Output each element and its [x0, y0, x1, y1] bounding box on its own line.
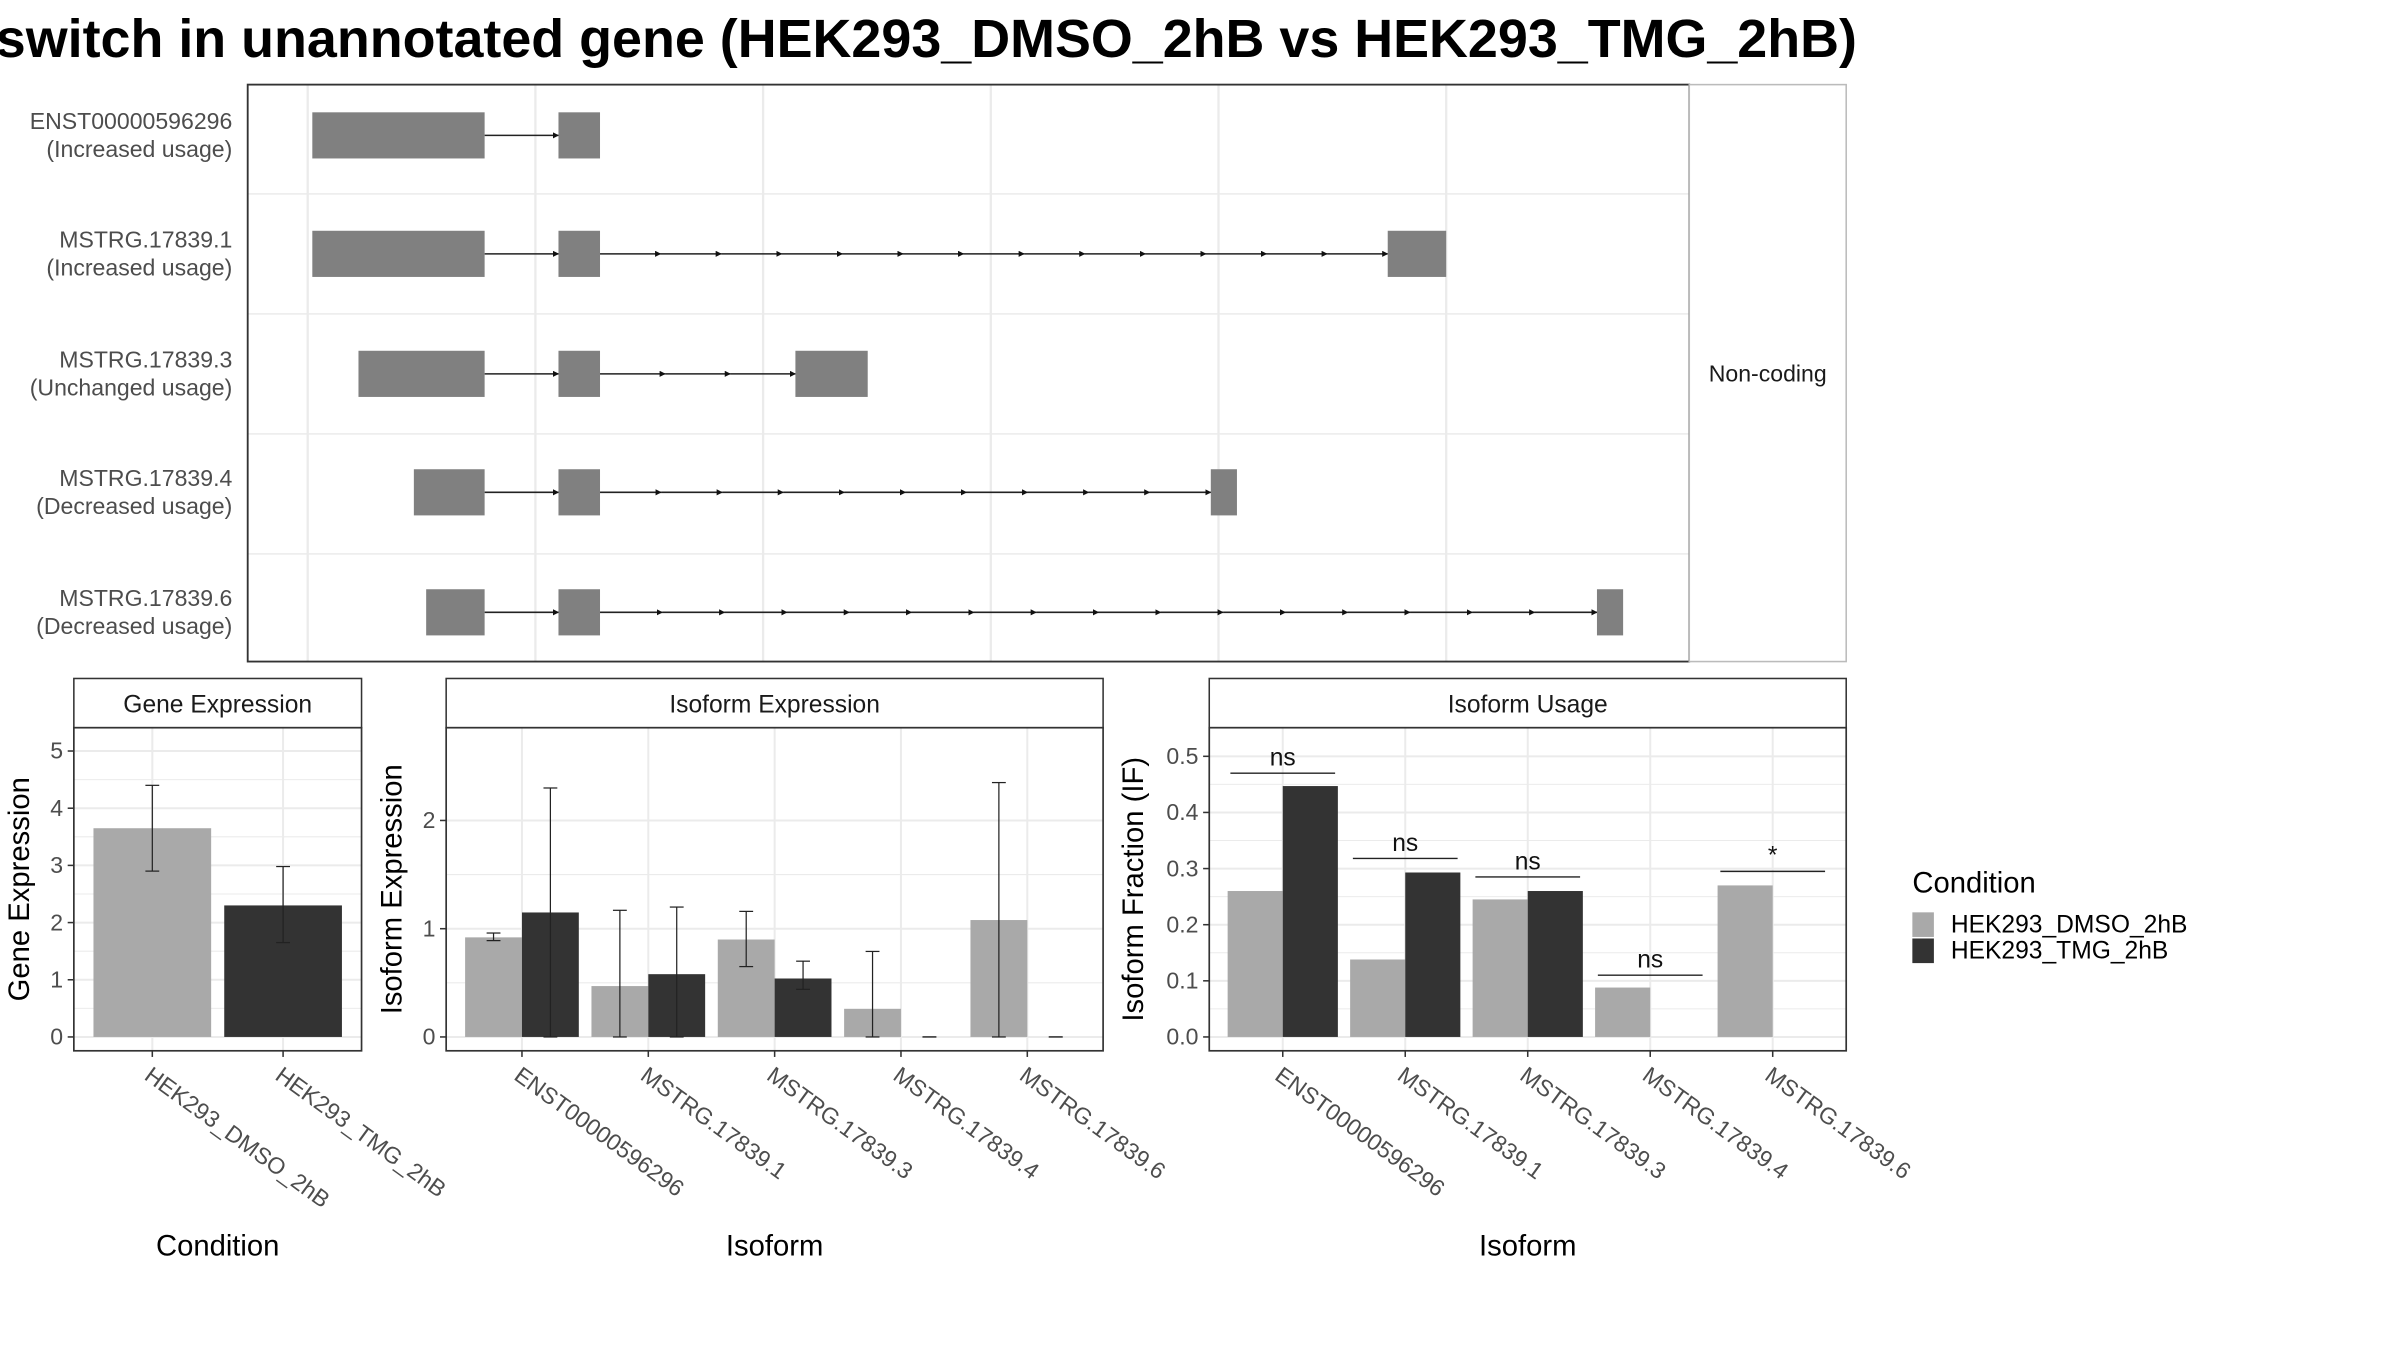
- y-axis-title: Isoform Fraction (IF): [1118, 757, 1150, 1022]
- exon: [558, 350, 601, 397]
- transcript-id-label: MSTRG.17839.6: [59, 585, 232, 611]
- legend-swatch: [1912, 938, 1934, 964]
- transcript-id-label: MSTRG.17839.1: [59, 227, 232, 253]
- significance-label: ns: [1270, 744, 1296, 771]
- exon: [413, 469, 485, 516]
- exon: [795, 350, 868, 397]
- significance-label: ns: [1515, 848, 1541, 875]
- transcript-usage-label: (Decreased usage): [36, 613, 232, 639]
- y-tick-label: 0.4: [1166, 799, 1198, 825]
- exon: [426, 589, 485, 636]
- x-axis-title: Isoform: [726, 1230, 823, 1262]
- facet-strip: [1688, 83, 1847, 663]
- bar: [1405, 872, 1461, 1037]
- x-axis-title: Condition: [156, 1230, 279, 1262]
- legend-title: Condition: [1912, 867, 2035, 899]
- significance-label: *: [1768, 843, 1778, 870]
- y-tick-label: 3: [50, 852, 63, 878]
- panel-strip: [73, 677, 363, 729]
- y-axis-title: Gene Expression: [4, 777, 36, 1001]
- y-tick-label: 2: [50, 909, 63, 935]
- panel-border: [1208, 726, 1848, 1052]
- y-tick-label: 0.5: [1166, 743, 1198, 769]
- y-tick-label: 1: [50, 966, 63, 992]
- y-tick-label: 0: [50, 1024, 63, 1050]
- y-tick-label: 2: [423, 807, 436, 833]
- transcript-usage-label: (Decreased usage): [36, 493, 232, 519]
- panel-title: Isoform Expression: [669, 691, 880, 718]
- exon: [312, 230, 485, 277]
- exon: [558, 230, 601, 277]
- panel-border: [73, 726, 363, 1052]
- legend-label: HEK293_TMG_2hB: [1951, 937, 2168, 964]
- exon: [1596, 589, 1624, 636]
- bar: [1472, 899, 1528, 1037]
- panel-title: Gene Expression: [123, 691, 312, 718]
- legend-label: HEK293_DMSO_2hB: [1951, 911, 2188, 938]
- panel-border: [445, 726, 1104, 1052]
- transcript-usage-label: (Increased usage): [46, 254, 232, 280]
- y-tick-label: 0.1: [1166, 968, 1198, 994]
- x-axis-title: Isoform: [1479, 1230, 1576, 1262]
- exon: [558, 112, 601, 159]
- exon: [1387, 230, 1447, 277]
- y-tick-label: 0: [423, 1024, 436, 1050]
- bar: [1350, 959, 1406, 1037]
- y-tick-label: 0.3: [1166, 855, 1198, 881]
- y-tick-label: 0.2: [1166, 911, 1198, 937]
- y-tick-label: 1: [423, 915, 436, 941]
- transcript-id-label: MSTRG.17839.3: [59, 347, 232, 373]
- y-tick-label: 4: [50, 795, 63, 821]
- bar: [1282, 786, 1338, 1037]
- bar: [1595, 987, 1651, 1037]
- figure-title: Isoform switch in unannotated gene (HEK2…: [0, 9, 1857, 80]
- transcript-usage-label: (Increased usage): [46, 136, 232, 162]
- exon: [358, 350, 485, 397]
- significance-label: ns: [1392, 830, 1418, 857]
- panel-strip: [1208, 677, 1847, 729]
- figure-title-text: Isoform switch in unannotated gene (HEK2…: [0, 9, 1857, 70]
- panel-title: Isoform Usage: [1448, 691, 1608, 718]
- exon: [558, 589, 601, 636]
- transcript-id-label: MSTRG.17839.4: [59, 465, 232, 491]
- transcript-usage-label: (Unchanged usage): [30, 374, 233, 400]
- exon: [1210, 469, 1237, 516]
- y-tick-label: 5: [50, 738, 63, 764]
- panel-strip: [445, 677, 1104, 729]
- facet-label: Non-coding: [1709, 361, 1827, 387]
- bar: [1227, 891, 1283, 1037]
- significance-label: ns: [1637, 947, 1663, 974]
- exon: [558, 469, 601, 516]
- exon: [312, 112, 485, 159]
- bar: [1527, 891, 1583, 1037]
- legend-swatch: [1912, 912, 1934, 937]
- transcript-id-label: ENST00000596296: [30, 108, 233, 134]
- bar: [1717, 885, 1773, 1037]
- y-axis-title: Isoform Expression: [377, 764, 409, 1014]
- bar: [465, 937, 522, 1037]
- y-tick-label: 0.0: [1166, 1024, 1198, 1050]
